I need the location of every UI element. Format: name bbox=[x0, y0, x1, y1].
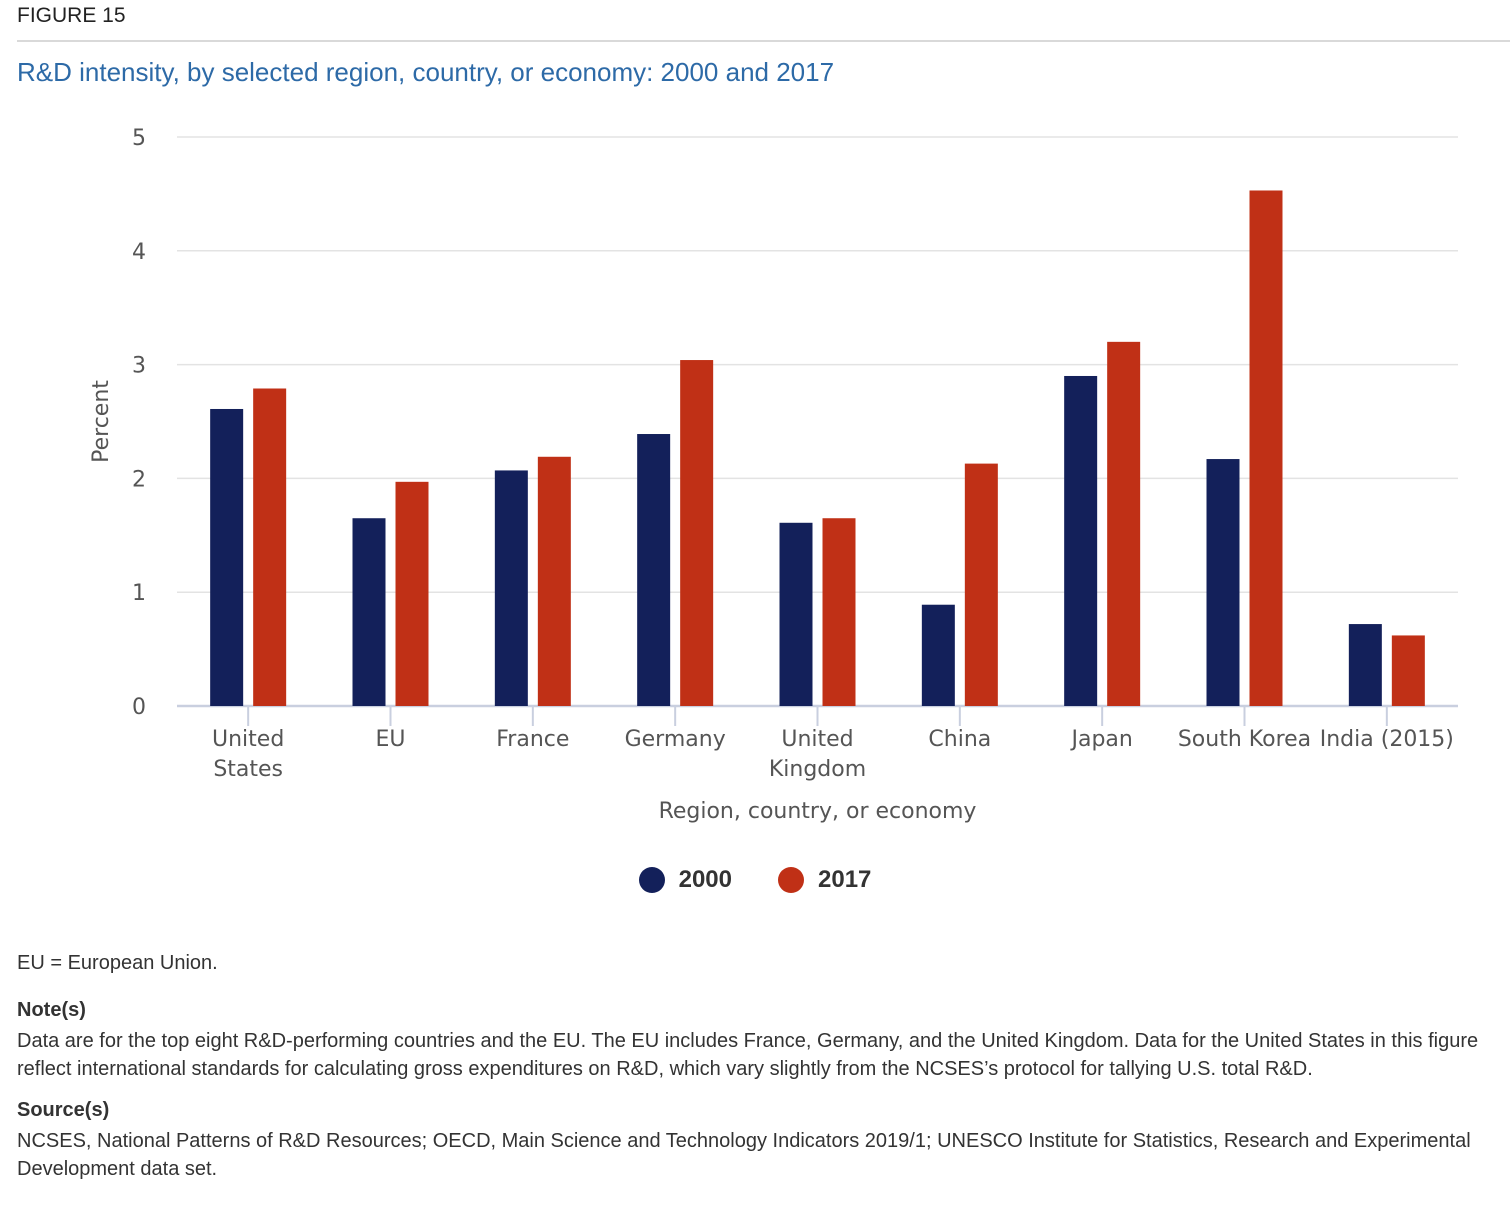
y-axis-ticks: 0 1 2 3 4 5 bbox=[132, 126, 146, 720]
y-tick-label: 1 bbox=[132, 581, 146, 606]
bar-2000[interactable] bbox=[921, 604, 955, 706]
bar-2000[interactable] bbox=[637, 434, 671, 706]
x-tick-label: India (2015) bbox=[1320, 727, 1454, 752]
header-divider bbox=[17, 40, 1510, 42]
bar-2000[interactable] bbox=[779, 522, 813, 706]
bars bbox=[210, 190, 1425, 707]
legend-label-2000: 2000 bbox=[678, 866, 732, 893]
abbreviation-footnote: EU = European Union. bbox=[17, 952, 218, 974]
bar-2017[interactable] bbox=[680, 360, 714, 706]
y-tick-label: 4 bbox=[132, 240, 146, 265]
y-tick-label: 2 bbox=[132, 467, 146, 492]
bar-2017[interactable] bbox=[1249, 190, 1283, 707]
x-tick-label: Germany bbox=[625, 727, 726, 752]
figure-label: FIGURE 15 bbox=[17, 4, 126, 27]
legend-label-2017: 2017 bbox=[818, 866, 872, 893]
bar-2017[interactable] bbox=[253, 388, 287, 706]
bar-2017[interactable] bbox=[822, 518, 856, 706]
bar-2017[interactable] bbox=[1391, 635, 1425, 706]
bar-2000[interactable] bbox=[494, 470, 528, 706]
x-tick-label: United States bbox=[212, 727, 284, 782]
sources-text: NCSES, National Patterns of R&D Resource… bbox=[17, 1130, 1471, 1180]
bar-2000[interactable] bbox=[352, 518, 386, 706]
y-tick-label: 0 bbox=[132, 695, 146, 720]
x-tick-label: EU bbox=[375, 727, 405, 752]
bar-2000[interactable] bbox=[210, 408, 244, 706]
x-tick-label: South Korea bbox=[1178, 727, 1311, 752]
notes-text: Data are for the top eight R&D-performin… bbox=[17, 1030, 1479, 1080]
x-tick-label: United Kingdom bbox=[769, 727, 866, 782]
legend-swatch-2017 bbox=[778, 867, 804, 893]
legend-item-2017[interactable]: 2017 bbox=[778, 866, 871, 894]
sources-heading: Source(s) bbox=[17, 1099, 110, 1121]
x-axis-ticks: United States EU France Germany United Kingdom… bbox=[212, 706, 1454, 782]
bar-2017[interactable] bbox=[964, 463, 998, 706]
legend: 2000 2017 bbox=[0, 866, 1510, 894]
chart-title: R&D intensity, by selected region, count… bbox=[17, 57, 835, 87]
bar-2017[interactable] bbox=[395, 481, 429, 706]
bar-2000[interactable] bbox=[1206, 459, 1240, 706]
y-axis-label: Percent bbox=[89, 380, 114, 463]
x-tick-label: France bbox=[496, 727, 569, 752]
bar-2000[interactable] bbox=[1348, 624, 1382, 706]
y-tick-label: 5 bbox=[132, 126, 146, 151]
bar-2000[interactable] bbox=[1064, 375, 1098, 706]
y-tick-label: 3 bbox=[132, 354, 146, 379]
x-axis-label: Region, country, or economy bbox=[659, 799, 977, 824]
legend-item-2000[interactable]: 2000 bbox=[638, 866, 732, 894]
notes-section: Note(s) Data are for the top eight R&D-p… bbox=[17, 996, 1507, 1196]
legend-swatch-2000 bbox=[638, 867, 665, 893]
x-tick-label: Japan bbox=[1069, 727, 1132, 752]
bar-2017[interactable] bbox=[537, 456, 571, 706]
x-tick-label: China bbox=[928, 727, 991, 752]
notes-heading: Note(s) bbox=[17, 999, 86, 1021]
bar-2017[interactable] bbox=[1107, 341, 1141, 706]
